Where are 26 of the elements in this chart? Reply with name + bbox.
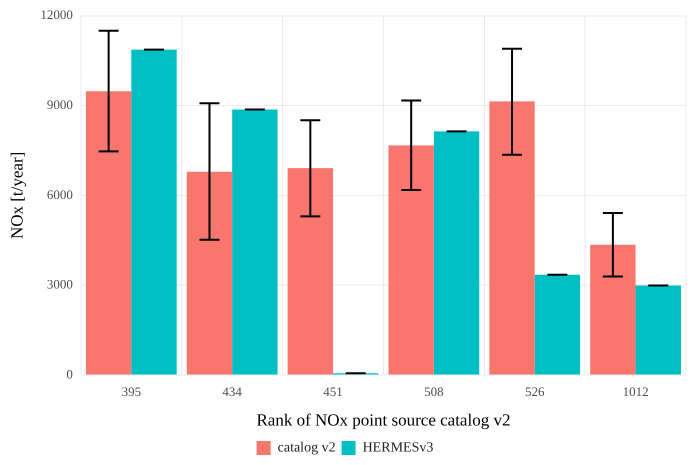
x-axis-title: Rank of NOx point source catalog v2 xyxy=(256,410,510,430)
y-tick-label: 6000 xyxy=(46,186,73,202)
x-tick-label: 1012 xyxy=(622,384,649,400)
bar xyxy=(288,168,334,374)
x-tick-label: 508 xyxy=(424,384,444,400)
legend-label: HERMESv3 xyxy=(362,440,434,456)
bar xyxy=(489,101,535,374)
x-tick-label: 526 xyxy=(524,384,545,400)
bar xyxy=(590,244,636,374)
bar xyxy=(636,286,681,374)
bar xyxy=(434,131,480,374)
y-axis-title: NOx [t/year] xyxy=(8,152,27,240)
y-tick-label: 9000 xyxy=(46,97,73,112)
bar xyxy=(534,274,580,374)
bar xyxy=(388,145,434,374)
x-tick-label: 395 xyxy=(122,384,142,400)
bar xyxy=(86,91,132,374)
bar xyxy=(186,172,232,374)
y-tick-label: 3000 xyxy=(46,276,73,292)
x-tick-label: 434 xyxy=(222,384,242,400)
y-tick-label: 0 xyxy=(66,366,73,382)
bar xyxy=(232,109,278,374)
bar xyxy=(131,50,177,374)
y-tick-label: 12000 xyxy=(40,7,73,22)
legend-label: catalog v2 xyxy=(278,440,336,456)
x-tick-label: 451 xyxy=(323,384,343,400)
